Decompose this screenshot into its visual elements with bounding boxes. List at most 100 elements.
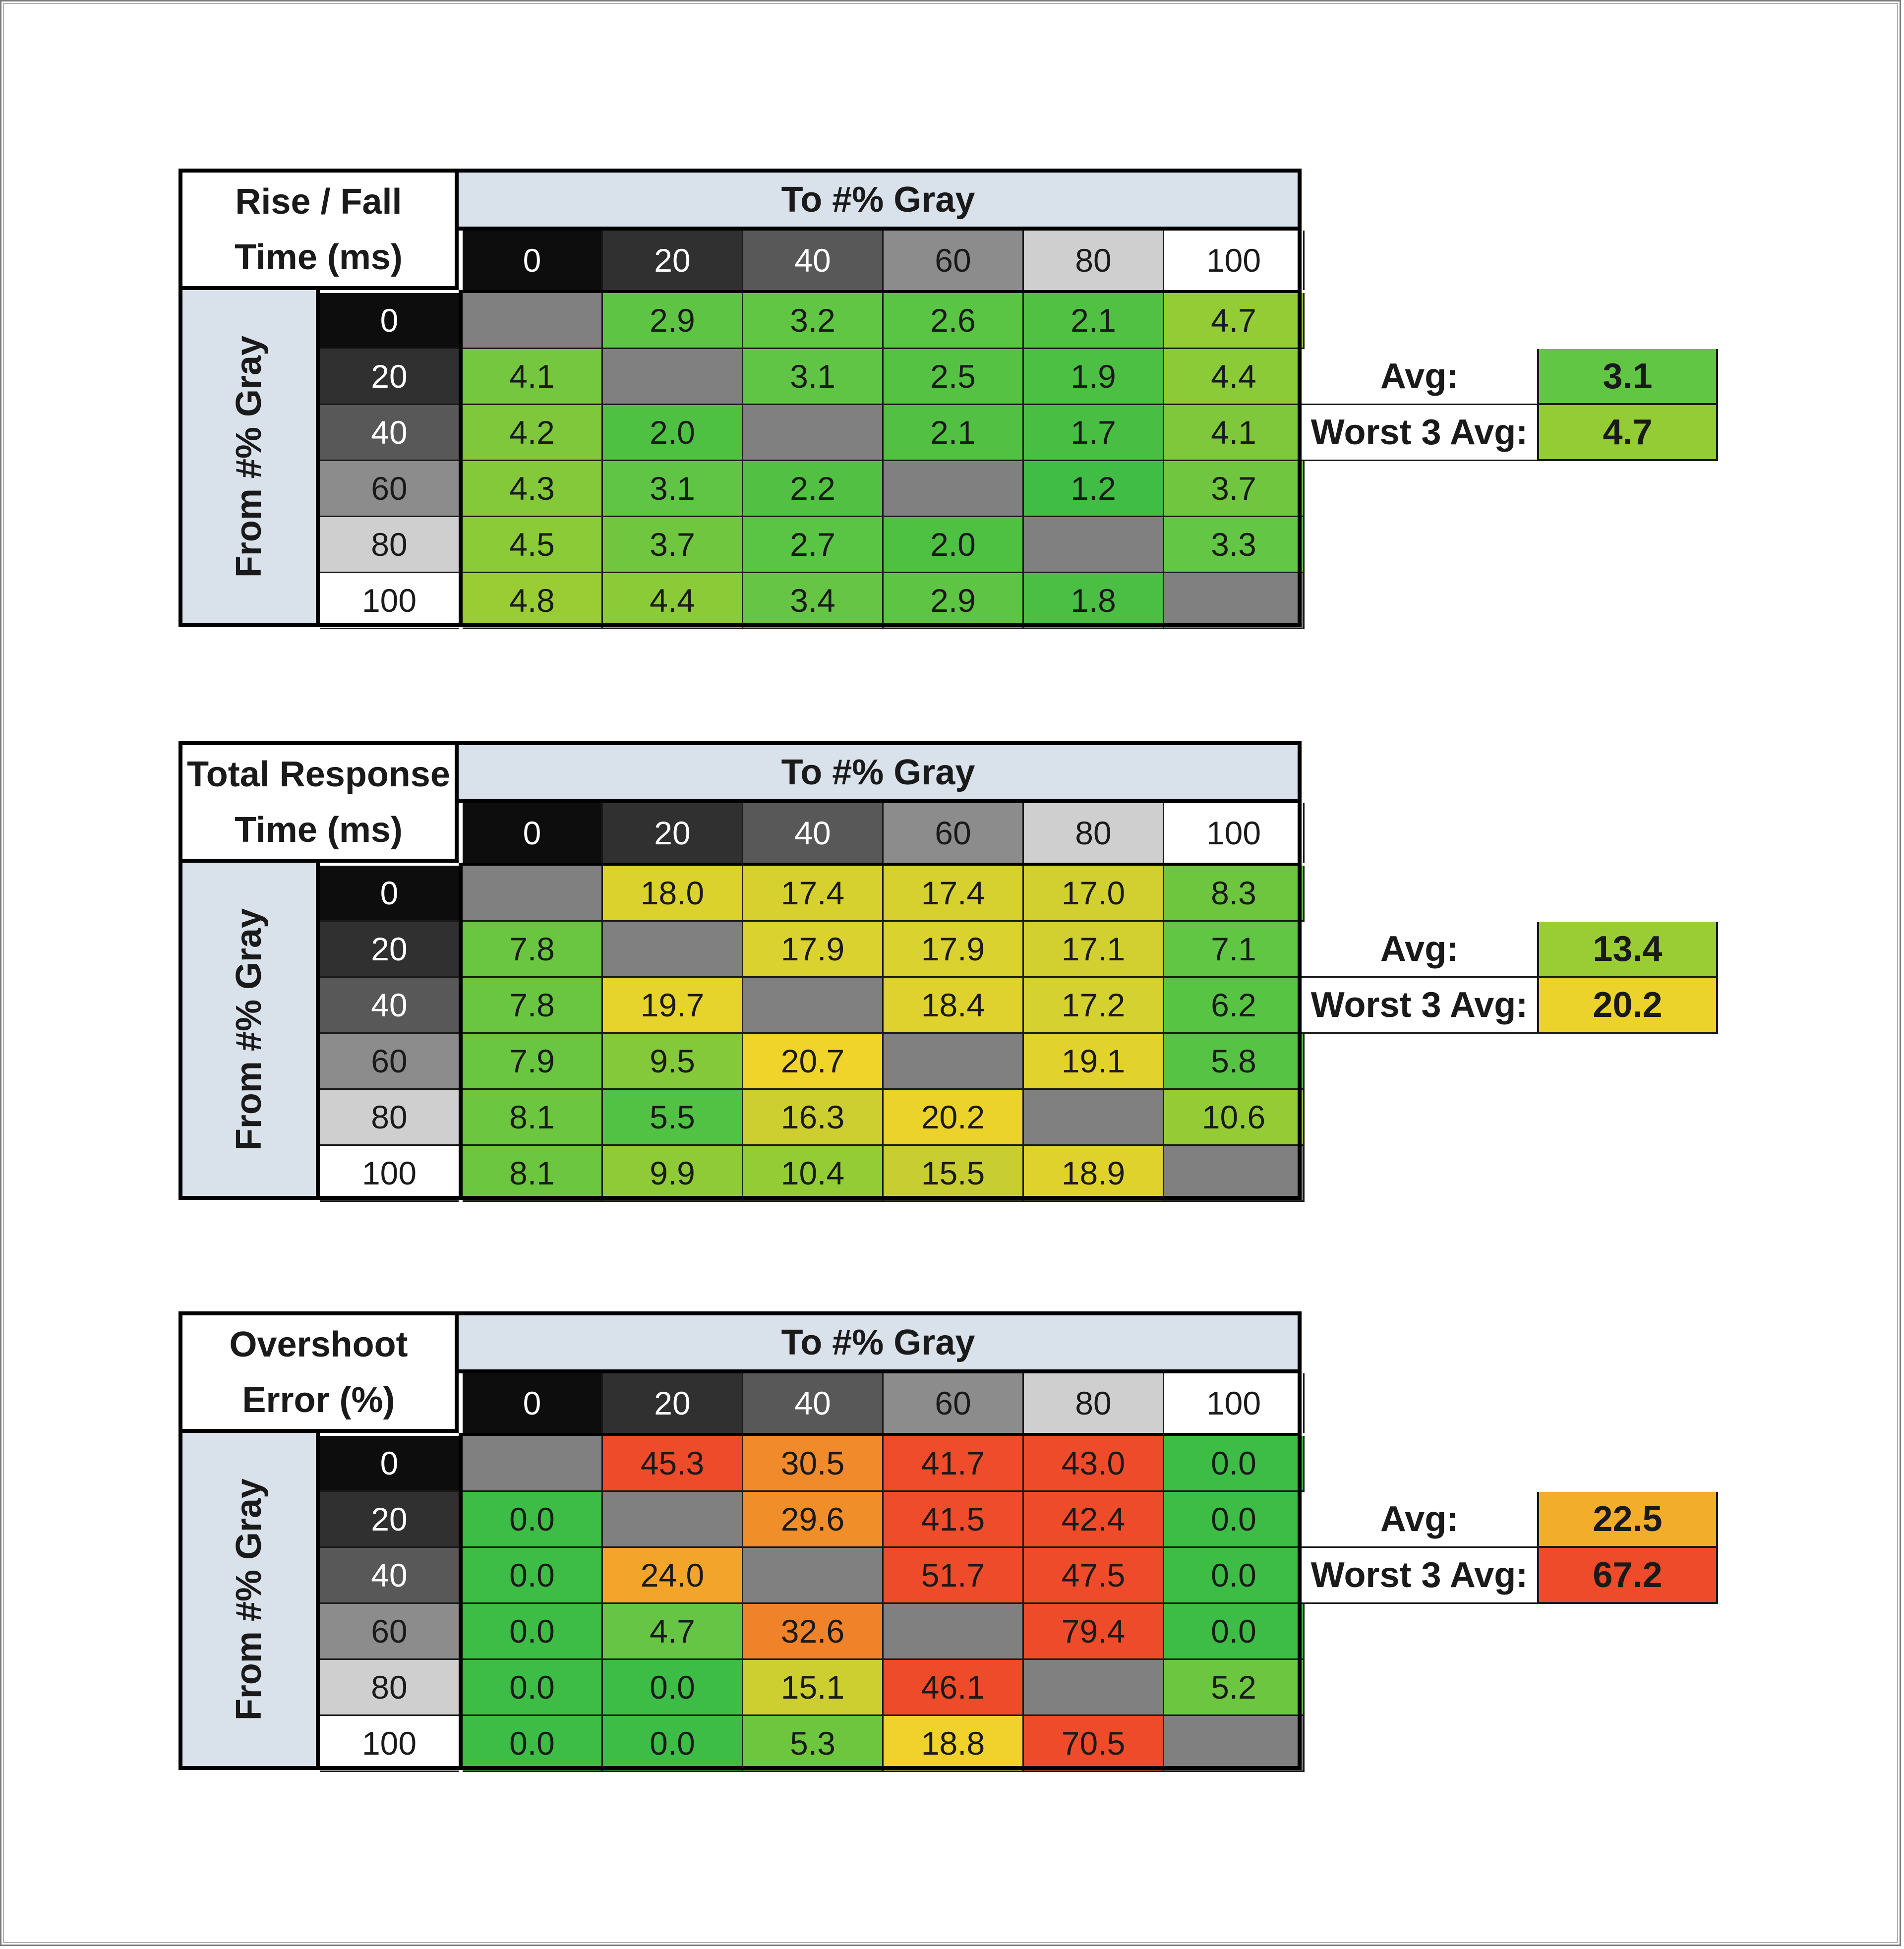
summary-label: Worst 3 Avg: [1302,1548,1537,1604]
heatmap-cell: 17.4 [884,866,1024,922]
heatmap-cell: 17.9 [884,922,1024,978]
heatmap-cell-empty [1164,1146,1305,1202]
column-header: 0 [463,231,603,290]
heatmap-cell: 24.0 [603,1548,743,1604]
heatmap-cell: 4.1 [463,349,603,405]
heatmap-cell-empty [1024,517,1164,573]
column-header: 80 [1024,1373,1164,1433]
heatmap-cell: 3.3 [1164,517,1305,573]
heatmap-cell: 0.0 [603,1660,743,1716]
heatmap-cell: 2.9 [884,573,1024,629]
summary-value: 3.1 [1537,349,1718,405]
heatmap-cell: 2.1 [1024,293,1164,349]
row-header: 20 [320,349,459,405]
heatmap-cell: 5.8 [1164,1034,1305,1090]
heatmap-cell: 16.3 [743,1090,884,1146]
table-title-line: Time (ms) [235,237,403,277]
row-header: 20 [320,1492,459,1548]
row-header: 0 [320,1436,459,1492]
heatmap-cell: 42.4 [1024,1492,1164,1548]
heatmap-cell: 8.1 [463,1090,603,1146]
heatmap-cell: 0.0 [1164,1604,1305,1660]
summary-value: 22.5 [1537,1492,1718,1548]
column-header: 20 [603,231,743,290]
heatmap-cell: 10.4 [743,1146,884,1202]
heatmap-cell: 41.7 [884,1436,1024,1492]
column-header: 100 [1164,231,1305,290]
column-header: 100 [1164,803,1305,863]
heatmap-cell: 2.2 [743,461,884,517]
summary-label: Avg: [1302,349,1537,405]
heatmap-cell-empty [1024,1090,1164,1146]
heatmap-cell: 4.8 [463,573,603,629]
heatmap-cell: 4.4 [1164,349,1305,405]
summary-label: Worst 3 Avg: [1302,405,1537,461]
table-title: Total Response Time (ms) [178,741,459,863]
heatmap-cell: 1.9 [1024,349,1164,405]
heatmap-cell-empty [463,866,603,922]
column-header: 40 [743,803,884,863]
row-header: 80 [320,1660,459,1716]
heatmap-cell: 20.2 [884,1090,1024,1146]
table-title-line: Overshoot [229,1324,408,1364]
heatmap-cell: 32.6 [743,1604,884,1660]
row-header: 100 [320,1146,459,1202]
heatmap-cell: 8.3 [1164,866,1305,922]
heatmap-cell: 46.1 [884,1660,1024,1716]
heatmap-cell: 19.1 [1024,1034,1164,1090]
row-header: 100 [320,573,459,629]
heatmap-cell: 0.0 [603,1716,743,1772]
heatmap-cell-empty [463,293,603,349]
heatmap-cell: 41.5 [884,1492,1024,1548]
heatmap-cell: 4.5 [463,517,603,573]
heatmap-cell: 0.0 [463,1716,603,1772]
x-axis-label: To #% Gray [459,741,1302,803]
heatmap-cell: 2.5 [884,349,1024,405]
heatmap-cell: 0.0 [463,1660,603,1716]
y-axis-label-box: From #% Gray [178,1433,320,1770]
heatmap-cell: 0.0 [1164,1548,1305,1604]
heatmap-cell: 79.4 [1024,1604,1164,1660]
heatmap-cell: 15.5 [884,1146,1024,1202]
heatmap-cell: 2.9 [603,293,743,349]
heatmap-cell-empty [743,978,884,1034]
heatmap-cell: 8.1 [463,1146,603,1202]
heatmap-cell: 45.3 [603,1436,743,1492]
column-header: 40 [743,231,884,290]
heatmap-cell: 0.0 [463,1604,603,1660]
heatmap-cell-empty [884,461,1024,517]
heatmap-cell: 17.0 [1024,866,1164,922]
row-header: 0 [320,866,459,922]
heatmap-cell: 4.4 [603,573,743,629]
heatmap-cell: 9.9 [603,1146,743,1202]
summary-value: 4.7 [1537,405,1718,461]
row-header: 20 [320,922,459,978]
heatmap-cell: 17.9 [743,922,884,978]
heatmap-cell: 3.1 [743,349,884,405]
heatmap-cell: 3.7 [1164,461,1305,517]
heatmap-cell: 5.5 [603,1090,743,1146]
heatmap-cell: 47.5 [1024,1548,1164,1604]
x-axis-label: To #% Gray [459,1311,1302,1373]
row-header: 80 [320,1090,459,1146]
y-axis-label: From #% Gray [229,908,269,1151]
column-header: 100 [1164,1373,1305,1433]
heatmap-cell: 0.0 [1164,1436,1305,1492]
heatmap-cell: 18.8 [884,1716,1024,1772]
heatmap-cell: 2.6 [884,293,1024,349]
heatmap-cell: 1.8 [1024,573,1164,629]
heatmap-cell: 4.1 [1164,405,1305,461]
heatmap-cell: 29.6 [743,1492,884,1548]
y-axis-label: From #% Gray [229,1478,269,1721]
heatmap-cell-empty [463,1436,603,1492]
summary-label: Avg: [1302,922,1537,978]
heatmap-cell: 4.7 [603,1604,743,1660]
row-header: 60 [320,1604,459,1660]
heatmap-cell: 2.0 [884,517,1024,573]
y-axis-label-box: From #% Gray [178,290,320,627]
heatmap-cell: 51.7 [884,1548,1024,1604]
summary-value: 67.2 [1537,1548,1718,1604]
heatmap-cell-empty [1164,573,1305,629]
heatmap-cell: 30.5 [743,1436,884,1492]
row-header: 60 [320,1034,459,1090]
